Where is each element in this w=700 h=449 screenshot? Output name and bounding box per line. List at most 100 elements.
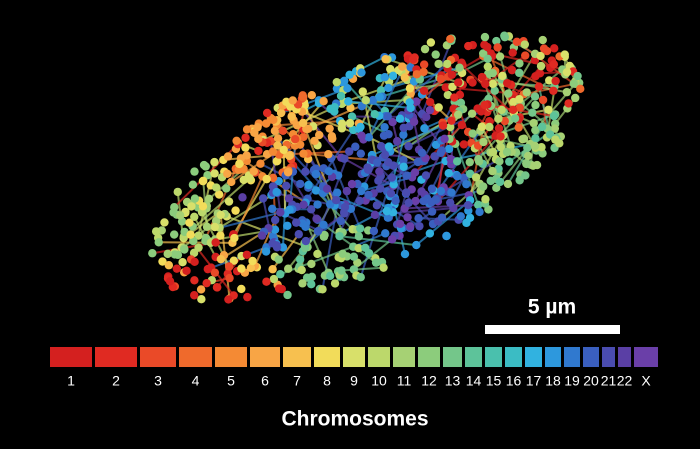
bead: [344, 97, 353, 106]
bead: [562, 87, 572, 97]
bead: [381, 229, 390, 238]
bead: [288, 96, 297, 105]
bead: [436, 148, 445, 158]
bead: [318, 285, 327, 294]
bead: [521, 51, 530, 60]
bead: [397, 62, 407, 71]
bead: [198, 202, 208, 211]
bead: [376, 142, 386, 151]
legend-swatch: [485, 347, 502, 367]
bead: [514, 123, 523, 132]
bead: [190, 276, 199, 285]
bead: [507, 65, 517, 75]
bead: [274, 284, 284, 293]
legend-swatch: [618, 347, 631, 367]
bead: [415, 221, 424, 231]
bead: [456, 212, 466, 221]
bead: [270, 215, 280, 225]
bead: [421, 171, 431, 180]
bead: [427, 198, 436, 207]
bead: [237, 284, 246, 294]
bead: [175, 211, 185, 220]
bead: [380, 150, 390, 160]
bead: [361, 243, 370, 252]
bead: [301, 167, 310, 176]
bead: [494, 114, 503, 123]
bead: [223, 169, 232, 178]
bead: [346, 103, 355, 113]
bead: [262, 108, 272, 118]
bead: [261, 247, 271, 256]
bead: [409, 117, 419, 126]
bead: [399, 123, 408, 133]
legend-swatch: [505, 347, 522, 367]
bead: [531, 100, 540, 110]
fiber: [344, 79, 408, 103]
bead: [551, 135, 560, 144]
legend-label: 3: [154, 373, 162, 389]
bead: [502, 147, 512, 157]
bead: [402, 171, 412, 180]
bead: [364, 133, 374, 142]
bead: [165, 277, 175, 286]
legend-label: 9: [350, 373, 358, 389]
bead: [530, 141, 540, 151]
bead: [196, 285, 206, 294]
bead: [300, 243, 310, 253]
bead: [262, 174, 271, 184]
bead: [337, 119, 347, 128]
bead: [230, 233, 239, 243]
bead: [336, 91, 346, 101]
bead: [414, 214, 423, 223]
bead: [446, 154, 455, 164]
bead: [298, 118, 308, 128]
bead: [544, 105, 553, 114]
bead: [187, 202, 196, 211]
bead: [210, 169, 219, 178]
bead: [246, 263, 256, 273]
bead: [356, 122, 365, 132]
bead: [369, 226, 379, 236]
bead: [294, 230, 303, 239]
legend: 1 2 3 4 5 6 7 8 9 10 11 12 13 14 15 16 17 18 19 20 21 22 X: [50, 347, 658, 389]
bead: [448, 82, 457, 92]
legend-swatch: [140, 347, 176, 367]
bead: [383, 112, 392, 121]
bead: [357, 101, 367, 111]
bead: [400, 249, 410, 259]
bead: [409, 55, 418, 64]
bead: [370, 110, 379, 119]
bead: [284, 194, 294, 203]
bead: [534, 82, 544, 91]
legend-label: 11: [397, 373, 412, 389]
bead: [224, 197, 234, 206]
bead: [411, 196, 420, 206]
bead: [386, 189, 396, 198]
bead: [550, 44, 559, 53]
bead: [307, 91, 317, 100]
bead: [319, 97, 328, 106]
bead: [268, 265, 277, 274]
bead: [287, 112, 296, 121]
bead: [310, 136, 319, 146]
bead: [500, 116, 509, 126]
bead: [345, 118, 355, 128]
bead: [194, 231, 203, 240]
bead: [254, 134, 263, 144]
bead: [462, 179, 471, 189]
bead: [422, 112, 431, 122]
bead: [229, 256, 239, 265]
bead: [459, 140, 469, 149]
bead: [242, 250, 252, 259]
bead: [438, 121, 448, 130]
bead: [340, 154, 349, 163]
bead: [211, 238, 220, 247]
legend-swatch: [250, 347, 280, 367]
bead: [504, 89, 513, 98]
bead: [357, 186, 366, 196]
bead: [399, 162, 408, 171]
bead: [268, 173, 278, 183]
bead: [370, 210, 380, 220]
bead: [495, 157, 504, 166]
